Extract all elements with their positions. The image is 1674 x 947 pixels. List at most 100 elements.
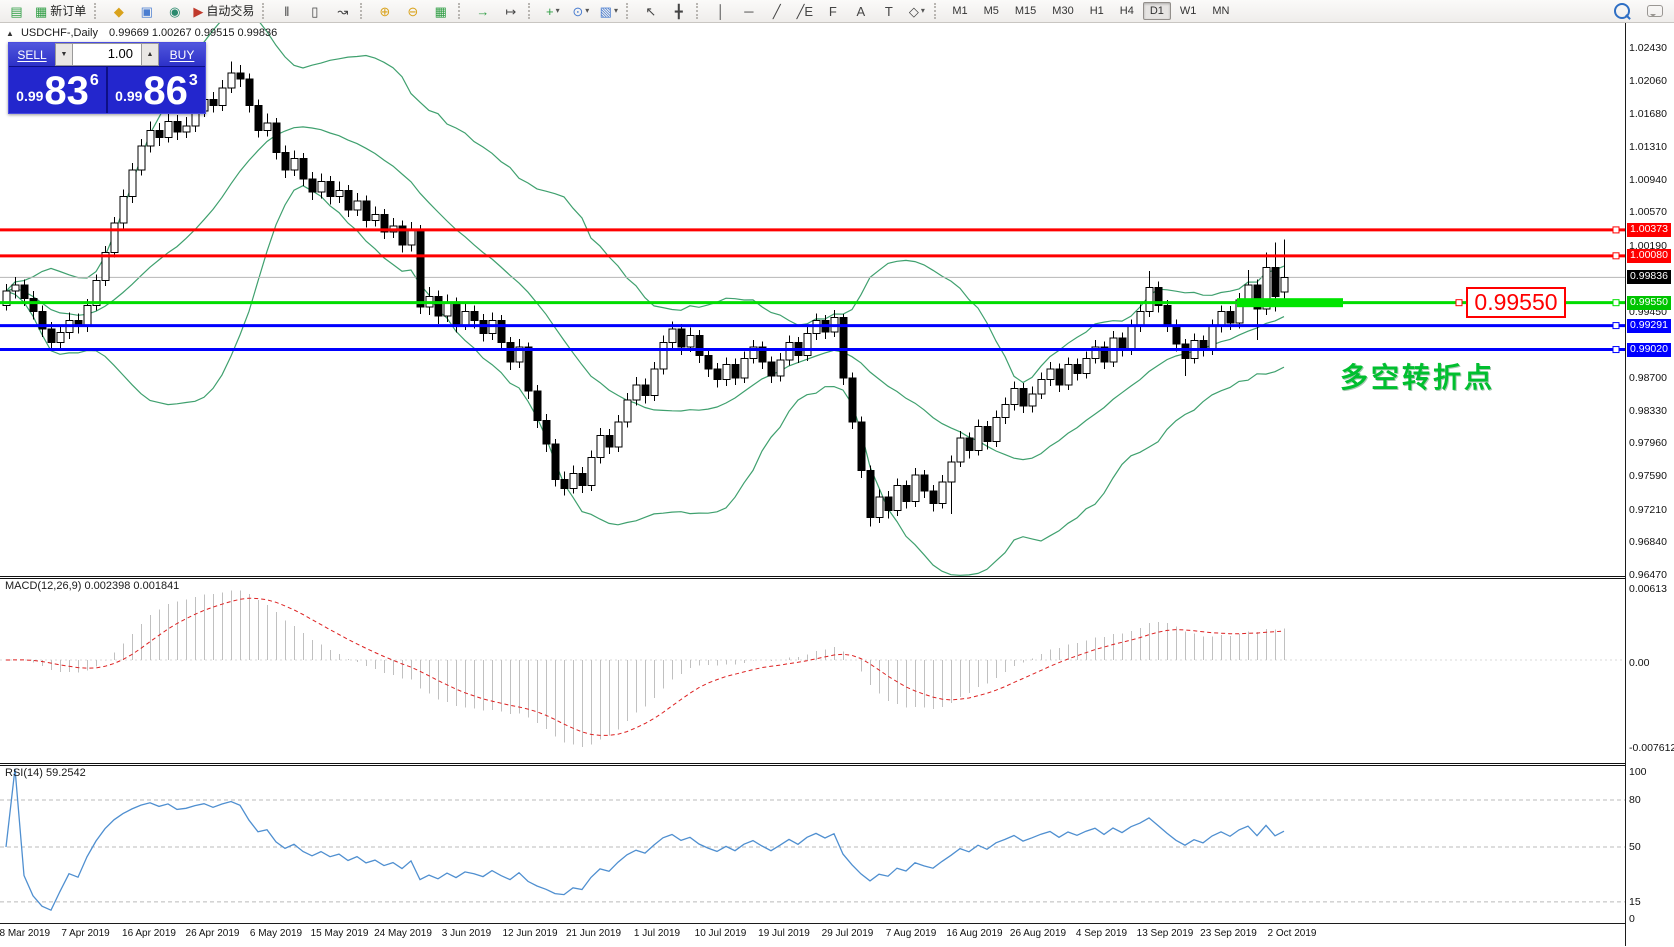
triangle-down-icon: ▼ [60, 51, 68, 58]
bar-chart-icon[interactable]: ‖ [284, 3, 290, 19]
price-tick-label: 0.96840 [1629, 536, 1667, 549]
one-click-trading-panel: SELL ▼ 1.00 ▲ BUY 0.99 83 6 0.99 86 3 [8, 42, 206, 114]
price-tick-label: 0.97210 [1629, 503, 1667, 516]
sell-button[interactable]: SELL [9, 43, 55, 66]
tile-divider [106, 67, 108, 113]
timeframe-mn[interactable]: MN [1212, 5, 1230, 17]
timeframe-m30[interactable]: M30 [1052, 5, 1074, 17]
timeframe-m1[interactable]: M1 [952, 5, 968, 17]
vertical-line-tool[interactable]: │ [716, 3, 725, 19]
date-tick-label: 1 Jul 2019 [633, 928, 681, 939]
date-tick-label: 29 Jul 2019 [821, 928, 874, 939]
volume-decrease-button[interactable]: ▼ [55, 43, 73, 66]
toolbar-handle [262, 3, 268, 19]
date-tick-label: 10 Jul 2019 [694, 928, 747, 939]
new-order-button[interactable]: ▦ 新订单 [31, 1, 90, 22]
timeframe-h1[interactable]: H1 [1089, 5, 1104, 17]
price-callout-box[interactable]: 0.99550 [1466, 287, 1566, 318]
buy-button[interactable]: BUY [159, 43, 205, 66]
auto-trading-button[interactable]: ▶ 自动交易 [189, 1, 258, 22]
price-tick-label: 0.97960 [1629, 437, 1667, 450]
bid-price-tile[interactable]: 0.99 83 6 [9, 67, 106, 113]
date-tick-label: 23 Sep 2019 [1200, 928, 1257, 939]
main-toolbar: ▤ ▦ 新订单 ◆ ▣ ◉ ▶ 自动交易 ‖ ▯ ↝ ⊕ ⊖ ▦ → ↦ + ▾… [0, 0, 1674, 23]
tile-windows-icon[interactable]: ▦ [434, 3, 447, 19]
date-tick-label: 26 Aug 2019 [1009, 928, 1067, 939]
toolbar-handle [94, 3, 100, 19]
timeframe-w1[interactable]: W1 [1179, 5, 1197, 17]
bid-pip-digit: 6 [89, 72, 99, 89]
timeframe-m15[interactable]: M15 [1014, 5, 1037, 17]
templates-dropdown[interactable]: ▧ ▾ [595, 1, 622, 22]
date-tick-label: 24 May 2019 [374, 928, 432, 939]
ask-price-tile[interactable]: 0.99 86 3 [108, 67, 205, 113]
price-axis[interactable]: 1.02430 1.02060 1.01680 1.01310 1.00940 1.005… [1625, 23, 1674, 946]
zoom-out-icon[interactable]: ⊖ [407, 3, 419, 19]
ask-pip-digit: 3 [188, 72, 198, 89]
auto-scroll-icon[interactable]: → [476, 3, 490, 19]
sell-label: SELL [17, 47, 47, 62]
line-chart-icon[interactable]: ↝ [337, 3, 349, 19]
price-tick-label: 100 [1629, 766, 1647, 778]
date-tick-label: 7 Aug 2019 [885, 928, 937, 939]
signals-icon[interactable]: ◉ [169, 3, 181, 19]
bid-main-digits: 83 [44, 69, 89, 113]
date-tick-label: 28 Mar 2019 [0, 928, 51, 939]
price-tick-label: 0.96470 [1629, 569, 1667, 582]
search-icon[interactable] [1614, 3, 1630, 19]
toolbar-handle [458, 3, 464, 19]
date-axis[interactable]: 28 Mar 2019 7 Apr 2019 16 Apr 2019 26 Apr 2… [0, 923, 1625, 947]
indicators-dropdown[interactable]: + ▾ [539, 1, 566, 22]
periods-dropdown[interactable]: ⊙ ▾ [567, 1, 594, 22]
volume-input[interactable]: 1.00 [73, 43, 141, 66]
charts-window-icon[interactable]: ▣ [140, 3, 153, 19]
crosshair-icon[interactable]: ╋ [674, 3, 683, 19]
channel-tool[interactable]: ╱E [796, 3, 814, 19]
collapse-arrow-icon[interactable]: ▲ [6, 29, 14, 38]
timeframe-toolbar: M1 M5 M15 M30 H1 H4 D1 W1 MN [945, 2, 1236, 20]
toolbar-handle [934, 3, 940, 19]
text-tool[interactable]: A [856, 3, 866, 19]
price-tick-label: 1.01680 [1629, 108, 1667, 121]
shapes-icon: ◇ [908, 3, 919, 19]
price-tick-label: -0.007612 [1629, 742, 1674, 754]
candlestick-chart-icon[interactable]: ▯ [311, 3, 319, 19]
fibonacci-tool[interactable]: F [828, 3, 837, 19]
chart-shift-icon[interactable]: ↦ [505, 3, 517, 19]
toolbar-handle [528, 3, 534, 19]
new-order-icon: ▦ [35, 3, 48, 19]
trendline-tool[interactable]: ╱ [772, 3, 781, 19]
pivot-annotation-text[interactable]: 多空转折点 [1340, 362, 1496, 393]
new-window-icon[interactable]: ▤ [10, 3, 23, 19]
price-tick-label: 15 [1629, 895, 1641, 908]
date-tick-label: 16 Apr 2019 [122, 928, 176, 939]
volume-increase-button[interactable]: ▲ [141, 43, 159, 66]
chat-icon[interactable] [1647, 5, 1663, 17]
shapes-dropdown[interactable]: ◇ ▾ [903, 1, 930, 22]
date-tick-label: 13 Sep 2019 [1136, 928, 1194, 939]
macd-values: 0.002398 0.001841 [84, 580, 180, 592]
price-tick-label: 0.97590 [1629, 469, 1667, 482]
price-tick-label: 80 [1629, 794, 1641, 807]
date-tick-label: 3 Jun 2019 [441, 928, 492, 939]
auto-trading-label: 自动交易 [206, 4, 255, 18]
price-line-label: 0.99836 [1627, 270, 1671, 285]
price-tick-label: 50 [1629, 841, 1641, 854]
chevron-down-icon: ▾ [555, 6, 560, 15]
horizontal-line-tool[interactable]: ─ [744, 3, 754, 19]
chevron-down-icon: ▾ [585, 6, 590, 15]
price-line-label: 1.00373 [1627, 222, 1671, 237]
ohlc-values: 0.99669 1.00267 0.99515 0.99836 [109, 27, 278, 39]
timeframe-h4[interactable]: H4 [1119, 5, 1134, 17]
timeframe-d1[interactable]: D1 [1142, 2, 1171, 20]
zoom-in-icon[interactable]: ⊕ [379, 3, 391, 19]
toolbar-handle [360, 3, 366, 19]
price-line-label: 0.99020 [1627, 342, 1671, 357]
timeframe-m5[interactable]: M5 [983, 5, 999, 17]
text-label-tool[interactable]: T [884, 3, 893, 19]
price-tick-label: 1.02430 [1629, 42, 1667, 55]
cursor-icon[interactable]: ↖ [645, 3, 657, 19]
market-watch-icon[interactable]: ◆ [113, 3, 124, 19]
price-tick-label: 0.98700 [1629, 371, 1667, 384]
price-tick-label: 0.98330 [1629, 404, 1667, 417]
